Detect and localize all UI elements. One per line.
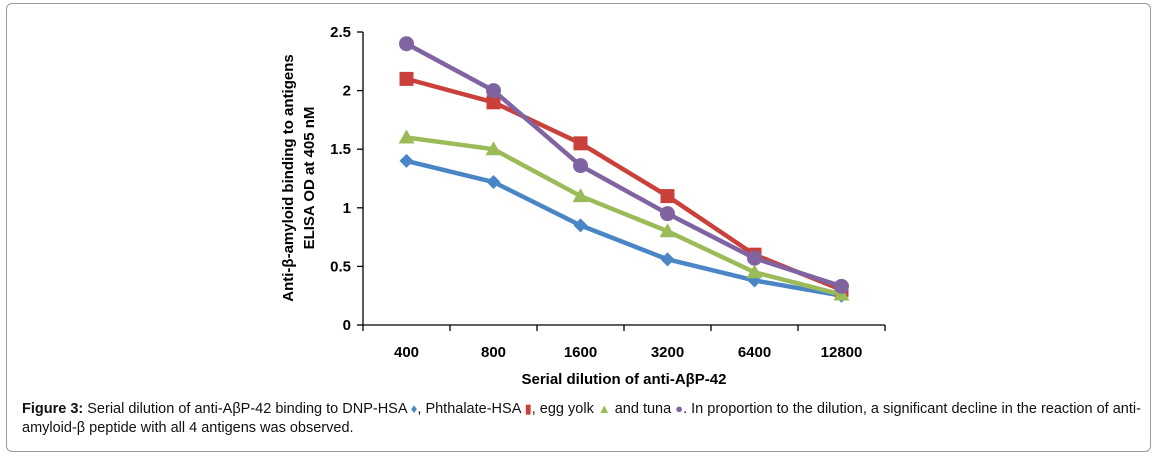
y-axis-title-line2: ELISA OD at 405 nM (301, 107, 318, 250)
caption-part2: , Phthalate-HSA (417, 401, 525, 417)
caption-circle-symbol: ● (675, 401, 684, 416)
data-point-circle (573, 158, 588, 174)
y-tick-label: 2.5 (330, 24, 351, 41)
series-square (399, 71, 849, 297)
axes (362, 32, 885, 326)
data-point-square (399, 71, 414, 86)
x-axis-title: Serial dilution of anti-AβP-42 (521, 371, 726, 388)
y-tick-label: 0.5 (330, 258, 351, 275)
caption-diamond-symbol: ♦ (410, 401, 418, 416)
y-tick-label: 1 (343, 200, 351, 217)
data-point-square (573, 136, 588, 151)
data-point-triangle (485, 141, 502, 156)
data-point-triangle (572, 188, 589, 203)
line-chart: Anti-β-amyloid binding to antigens ELISA… (280, 24, 886, 388)
y-tick-label: 2 (343, 83, 351, 100)
caption-label: Figure 3: (22, 401, 84, 417)
data-point-triangle (398, 129, 415, 144)
caption-part5: . In proportion to the dilution, a signi… (22, 401, 1141, 436)
y-axis-title-line1: Anti-β-amyloid binding to antigens (280, 54, 297, 301)
figure-caption: Figure 3: Serial dilution of anti-AβP-42… (22, 399, 1142, 438)
series-group (398, 36, 850, 303)
data-point-diamond (660, 252, 675, 267)
y-axis-title: Anti-β-amyloid binding to antigens ELISA… (280, 54, 318, 301)
data-point-circle (747, 250, 762, 266)
x-tick-label: 3200 (651, 344, 684, 361)
caption-triangle-symbol: ▲ (597, 401, 611, 416)
y-ticks: 0 0.5 1 1.5 2 2.5 (330, 24, 363, 334)
series-triangle (398, 129, 850, 301)
x-tick-label: 6400 (738, 344, 771, 361)
data-point-diamond (486, 175, 501, 190)
data-point-circle (486, 83, 501, 99)
data-point-circle (834, 278, 849, 294)
data-point-triangle (746, 264, 763, 279)
x-ticks: 400 800 1600 3200 6400 12800 (362, 325, 886, 361)
x-tick-label: 1600 (564, 344, 597, 361)
series-line (404, 135, 844, 297)
x-tick-label: 12800 (821, 344, 863, 361)
data-point-triangle (659, 223, 676, 238)
caption-part1: Serial dilution of anti-AβP-42 binding t… (83, 401, 411, 417)
x-tick-label: 400 (394, 344, 419, 361)
y-tick-label: 0 (343, 317, 351, 334)
caption-part3: , egg yolk (531, 401, 598, 417)
series-line (404, 158, 844, 298)
data-point-square (486, 95, 501, 110)
data-point-square (660, 189, 675, 204)
y-tick-label: 1.5 (330, 141, 351, 158)
series-line (404, 76, 844, 293)
data-point-circle (660, 206, 675, 222)
x-tick-label: 800 (481, 344, 506, 361)
caption-square-symbol: ▮ (524, 401, 532, 416)
data-point-circle (399, 36, 414, 52)
caption-part4: and tuna (610, 401, 676, 417)
data-point-diamond (573, 218, 588, 233)
series-circle (399, 36, 849, 294)
data-point-diamond (399, 153, 414, 168)
series-line (404, 41, 844, 289)
